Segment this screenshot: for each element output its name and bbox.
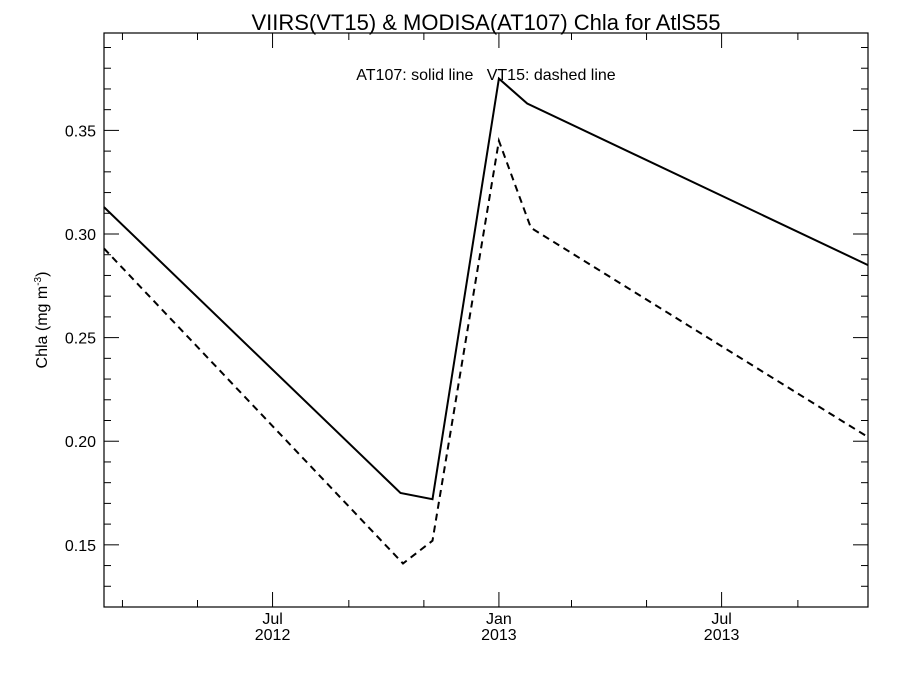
y-tick-label: 0.20 xyxy=(65,434,96,451)
plot-frame xyxy=(103,32,869,608)
y-tick-label: 0.25 xyxy=(65,331,96,348)
y-axis-label-close: ) xyxy=(34,272,51,277)
y-tick-label: 0.15 xyxy=(65,538,96,555)
series-line-at107 xyxy=(103,76,869,501)
chart-title: VIIRS(VT15) & MODISA(AT107) Chla for Atl… xyxy=(251,10,720,35)
x-tick-label-month: Jul xyxy=(711,611,731,628)
x-tick-label-year: 2013 xyxy=(481,627,517,644)
plot-marks: 0.150.200.250.300.35Jul2012Jan2013Jul201… xyxy=(65,33,869,644)
x-tick-label-year: 2013 xyxy=(704,627,740,644)
x-tick-label-year: 2012 xyxy=(255,627,291,644)
y-axis-label-text: Chla (mg m xyxy=(34,286,51,369)
y-axis-label-superscript: -3 xyxy=(33,276,44,285)
y-tick-label: 0.30 xyxy=(65,227,96,244)
series-style-annotation: AT107: solid line VT15: dashed line xyxy=(356,67,616,84)
x-tick-label-month: Jul xyxy=(262,611,282,628)
y-tick-label: 0.35 xyxy=(65,123,96,140)
x-tick-label-month: Jan xyxy=(486,611,512,628)
y-axis-label: Chla (mg m-3) xyxy=(33,272,51,369)
series-line-vt15 xyxy=(103,136,869,565)
